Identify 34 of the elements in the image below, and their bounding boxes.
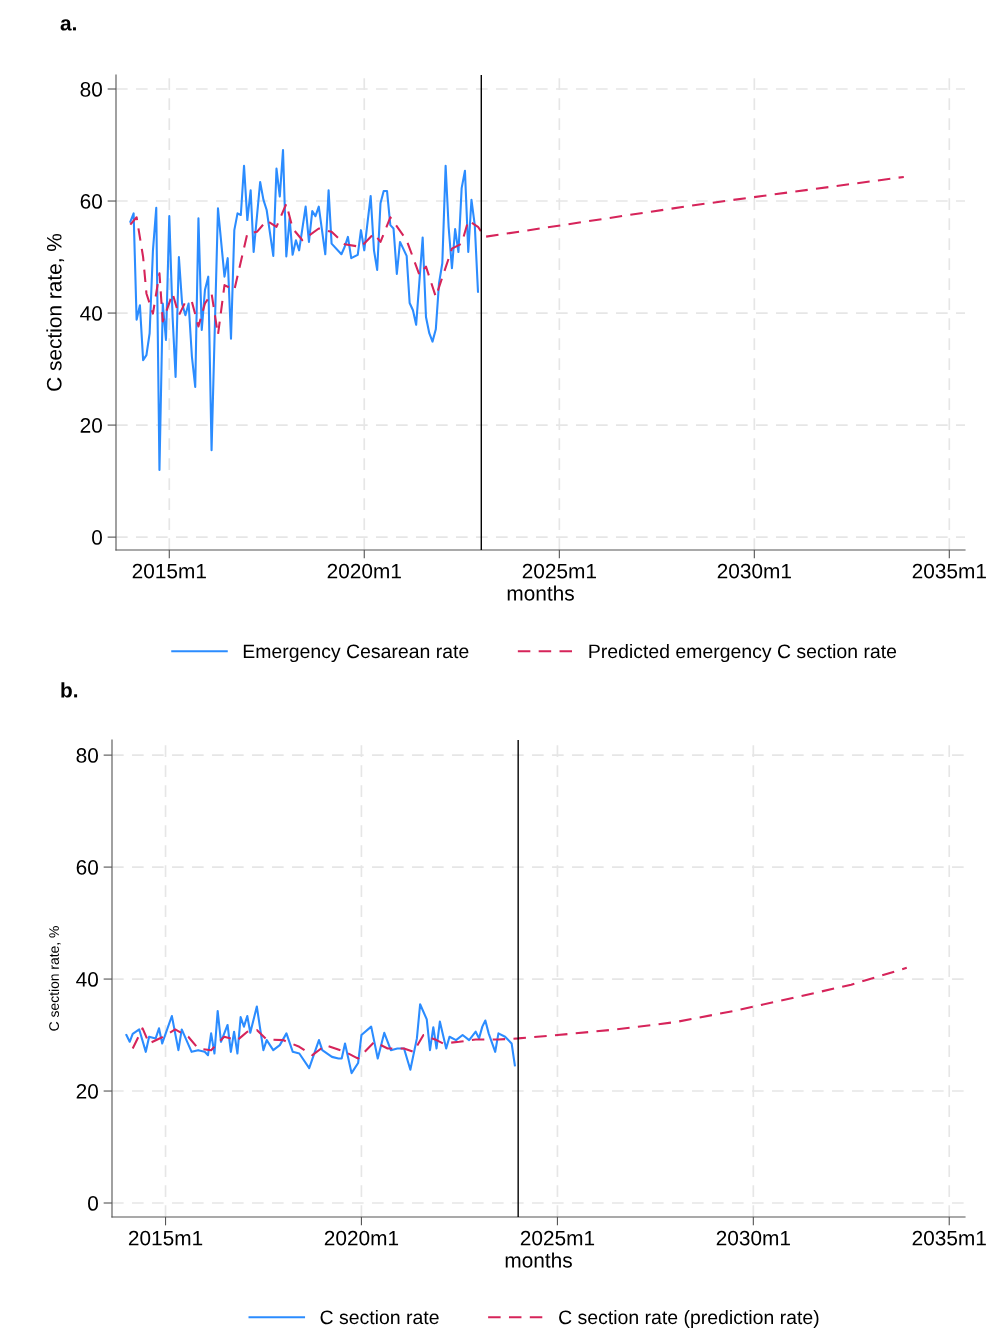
line-series [129, 149, 480, 471]
y-tick-label: 20 [76, 1084, 98, 1099]
x-tick-label: 2015m1 [132, 563, 206, 579]
y-axis-title: C section rate, % [46, 233, 65, 391]
y-tick-label: 40 [80, 306, 102, 321]
x-tick-label: 2025m1 [520, 1230, 595, 1246]
legend-label: C section rate [320, 1309, 439, 1325]
y-tick-label: 60 [80, 194, 102, 209]
y-tick-label: 0 [92, 530, 102, 545]
x-tick-label: 2035m1 [912, 563, 986, 579]
x-tick-label: 2030m1 [716, 1230, 790, 1246]
line-series [131, 966, 908, 1060]
x-tick-label: 2015m1 [128, 1230, 203, 1246]
y-tick-label: 80 [80, 82, 102, 97]
x-tick-label: 2020m1 [327, 563, 401, 579]
line-series [125, 1003, 516, 1075]
x-tick-label: 2035m1 [912, 1230, 986, 1246]
y-axis-title: C section rate, % [48, 926, 61, 1031]
chart-title: a. [60, 19, 76, 31]
chart-title: b. [61, 682, 78, 698]
legend-label: Predicted emergency C section rate [589, 643, 897, 663]
x-tick-label: 2025m1 [522, 563, 596, 579]
y-tick-label: 40 [76, 972, 98, 987]
y-tick-label: 20 [80, 418, 102, 433]
x-tick-label: 2020m1 [324, 1230, 399, 1246]
line-series [129, 175, 905, 336]
x-tick-label: 2030m1 [717, 563, 791, 579]
y-tick-label: 0 [88, 1196, 98, 1211]
x-axis-title: months [507, 585, 574, 601]
y-tick-label: 80 [76, 748, 98, 763]
y-tick-label: 60 [76, 860, 98, 875]
legend-label: C section rate (prediction rate) [559, 1309, 819, 1329]
legend-label: Emergency Cesarean rate [243, 644, 469, 663]
x-axis-title: months [505, 1252, 572, 1268]
